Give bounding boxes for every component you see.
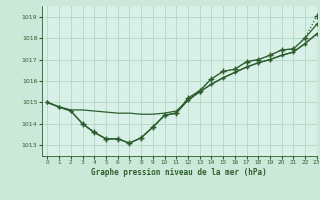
X-axis label: Graphe pression niveau de la mer (hPa): Graphe pression niveau de la mer (hPa) [91,168,267,177]
